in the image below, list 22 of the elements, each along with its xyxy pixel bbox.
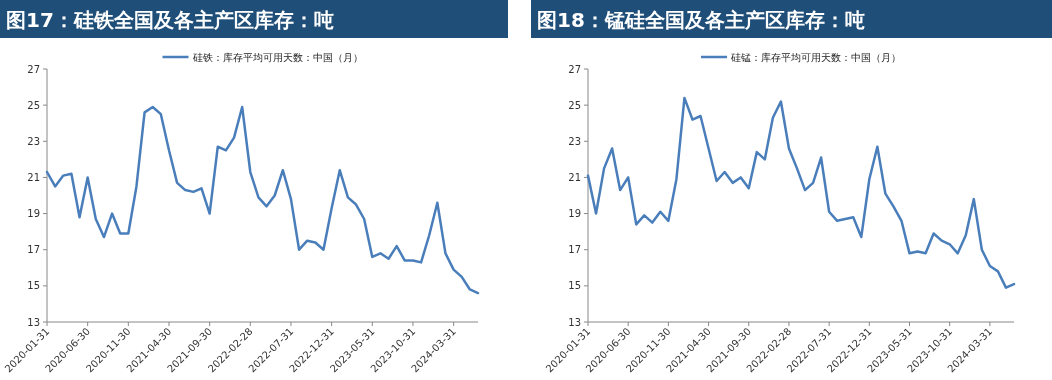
y-tick-label: 27 [27, 63, 40, 75]
y-tick-label: 15 [27, 280, 40, 292]
y-tick-label: 25 [568, 99, 581, 111]
legend-label: 硅铁：库存平均可用天数：中国（月） [191, 52, 363, 63]
y-tick-label: 19 [568, 208, 581, 220]
y-tick-label: 21 [568, 171, 581, 183]
y-tick-label: 23 [27, 135, 40, 147]
y-tick-label: 25 [27, 99, 40, 111]
legend-label: 硅锰：库存平均可用天数：中国（月） [730, 52, 901, 63]
y-tick-label: 27 [568, 63, 581, 75]
y-tick-label: 15 [568, 280, 581, 292]
y-tick-label: 17 [568, 244, 581, 256]
y-tick-label: 21 [27, 171, 40, 183]
y-tick-label: 13 [27, 316, 40, 328]
line-series [586, 96, 1016, 289]
chart-title: 图18：锰硅全国及各主产区库存：吨 [537, 8, 865, 32]
y-tick-label: 13 [568, 316, 581, 328]
y-tick-label: 17 [27, 244, 40, 256]
y-tick-label: 19 [27, 208, 40, 220]
line-series [45, 105, 480, 295]
chart-title: 图17：硅铁全国及各主产区库存：吨 [6, 8, 334, 32]
y-tick-label: 23 [568, 135, 581, 147]
